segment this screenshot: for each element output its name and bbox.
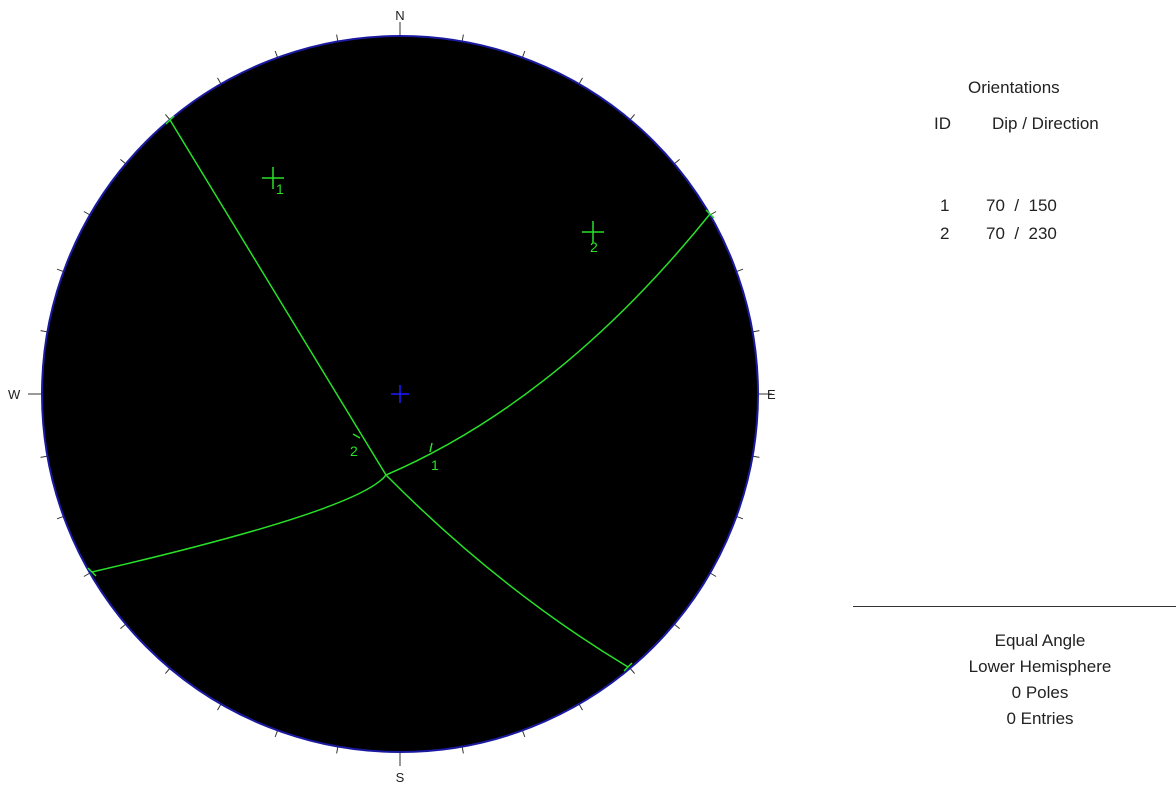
degree-tick (521, 50, 526, 58)
compass-east-label: E (767, 387, 776, 402)
center-cross (391, 385, 409, 403)
compass-north-label: N (395, 8, 404, 23)
projection-info: Equal Angle Lower Hemisphere 0 Poles 0 E… (920, 628, 1160, 732)
degree-tick (461, 34, 464, 42)
degree-tick (120, 158, 127, 165)
legend-row-dip-direction: 70 / 150 (986, 196, 1057, 215)
plane-end-tick (165, 115, 175, 125)
degree-tick (336, 746, 339, 754)
degree-tick (521, 730, 526, 738)
compass-west-label: W (8, 387, 21, 402)
plane-1-dip-marker (429, 442, 433, 453)
degree-tick (164, 667, 171, 674)
degree-tick (56, 268, 64, 273)
degree-tick (629, 667, 636, 674)
hemisphere-type: Lower Hemisphere (968, 657, 1112, 676)
plane-2-label: 2 (350, 443, 358, 459)
great-circle-plane-1 (169, 119, 629, 668)
stereonet: 1 2 1 2 N S E W (8, 8, 776, 785)
degree-tick (120, 623, 127, 630)
plane-2-dip-marker (352, 433, 361, 439)
legend-row-dip-direction: 70 / 230 (986, 224, 1057, 243)
degree-tick (217, 77, 222, 85)
plane-end-tick (87, 567, 97, 577)
degree-tick (274, 50, 279, 58)
plane-end-tick (705, 209, 715, 219)
legend-row: 2 70 / 230 (900, 224, 1176, 248)
legend-header-dip-direction: Dip / Direction (992, 114, 1099, 133)
plane-1-label: 1 (431, 457, 439, 473)
legend-divider (853, 606, 1176, 607)
degree-tick (164, 114, 171, 121)
tick-marks (28, 22, 772, 766)
legend-row-id: 2 (940, 224, 950, 243)
compass-south-label: S (396, 770, 405, 785)
legend-row (900, 202, 1176, 226)
degree-tick (56, 515, 64, 520)
degree-tick (673, 623, 680, 630)
degree-tick (40, 455, 48, 458)
degree-tick (274, 730, 279, 738)
legend-row: 1 70 / 150 (900, 196, 1176, 220)
projection-type: Equal Angle (994, 631, 1086, 650)
great-circle-plane-2 (91, 213, 711, 573)
degree-tick (83, 572, 91, 577)
degree-tick (752, 455, 760, 458)
degree-tick (629, 114, 636, 121)
degree-tick (752, 330, 760, 333)
degree-tick (336, 34, 339, 42)
pole-1-label: 1 (276, 181, 284, 197)
degree-tick (673, 158, 680, 165)
degree-tick (736, 268, 744, 273)
degree-tick (709, 572, 717, 577)
pole-1-marker (262, 167, 284, 189)
legend-header-id: ID (934, 114, 951, 133)
poles-count: 0 Poles (1011, 683, 1069, 702)
plane-end-tick (623, 662, 633, 672)
degree-tick (461, 746, 464, 754)
legend-title: Orientations (968, 78, 1060, 97)
degree-tick (578, 703, 583, 711)
entries-count: 0 Entries (1006, 709, 1074, 728)
degree-tick (736, 515, 744, 520)
legend-row-id: 1 (940, 196, 950, 215)
degree-tick (578, 77, 583, 85)
degree-tick (217, 703, 222, 711)
degree-tick (40, 330, 48, 333)
pole-2-label: 2 (590, 239, 598, 255)
degree-tick (83, 211, 91, 216)
pole-2-marker (582, 221, 604, 243)
